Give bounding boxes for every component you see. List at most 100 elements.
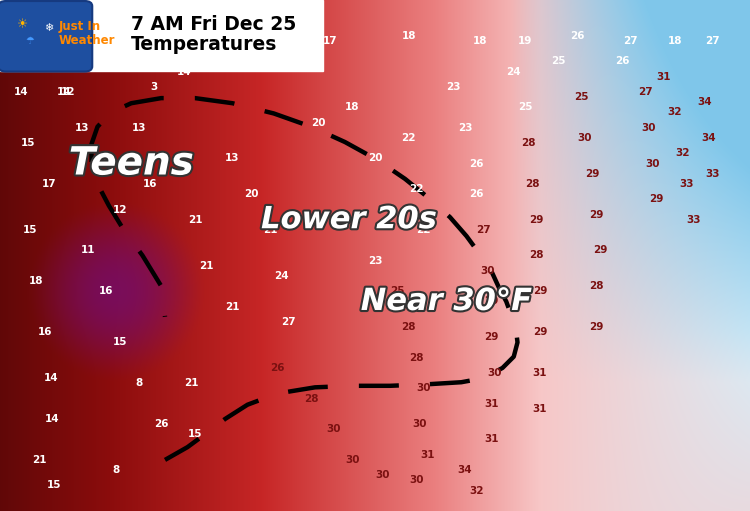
Text: 21: 21 bbox=[262, 225, 278, 235]
Text: 15: 15 bbox=[46, 480, 62, 491]
Text: 30: 30 bbox=[488, 368, 502, 378]
Text: 18: 18 bbox=[668, 36, 682, 46]
Text: 27: 27 bbox=[705, 36, 720, 46]
Text: 22: 22 bbox=[409, 184, 424, 194]
Text: 30: 30 bbox=[641, 123, 656, 133]
Text: 28: 28 bbox=[525, 179, 540, 189]
Text: 29: 29 bbox=[529, 215, 544, 225]
Text: 30: 30 bbox=[345, 455, 360, 465]
Text: 31: 31 bbox=[532, 404, 548, 414]
Text: 20: 20 bbox=[368, 153, 382, 164]
Text: 31: 31 bbox=[656, 72, 671, 82]
Text: 29: 29 bbox=[532, 286, 548, 296]
Text: 23: 23 bbox=[458, 123, 472, 133]
Text: 12: 12 bbox=[61, 87, 76, 97]
Text: 28: 28 bbox=[401, 322, 416, 332]
Text: 18: 18 bbox=[472, 36, 488, 46]
Text: 16: 16 bbox=[38, 327, 52, 337]
Text: ☂: ☂ bbox=[26, 36, 34, 46]
Text: 28: 28 bbox=[521, 138, 536, 148]
Text: 27: 27 bbox=[281, 317, 296, 327]
FancyBboxPatch shape bbox=[0, 0, 322, 71]
Text: 14: 14 bbox=[44, 373, 58, 383]
Text: 8: 8 bbox=[112, 465, 120, 475]
Text: ☀: ☀ bbox=[16, 18, 28, 31]
Text: Just In: Just In bbox=[58, 20, 100, 33]
Text: 14: 14 bbox=[176, 66, 191, 77]
Text: 34: 34 bbox=[701, 133, 716, 143]
Text: 7 AM Fri Dec 25: 7 AM Fri Dec 25 bbox=[131, 15, 296, 34]
Text: 24: 24 bbox=[506, 66, 521, 77]
Text: 34: 34 bbox=[698, 97, 712, 107]
Text: 21: 21 bbox=[184, 378, 199, 388]
Text: 31: 31 bbox=[484, 434, 499, 445]
Text: 25: 25 bbox=[390, 286, 405, 296]
Text: 21: 21 bbox=[225, 301, 240, 312]
Text: Lower 20s: Lower 20s bbox=[261, 205, 436, 234]
Text: 17: 17 bbox=[82, 56, 98, 66]
Text: 30: 30 bbox=[409, 475, 424, 485]
Text: 26: 26 bbox=[615, 56, 630, 66]
Text: 18: 18 bbox=[345, 102, 360, 112]
Text: 28: 28 bbox=[409, 353, 424, 363]
Text: 25: 25 bbox=[574, 92, 589, 102]
Text: Temperatures: Temperatures bbox=[131, 35, 278, 54]
Text: 23: 23 bbox=[368, 256, 382, 266]
Text: 21: 21 bbox=[188, 215, 202, 225]
Text: 26: 26 bbox=[570, 31, 585, 41]
Text: 17: 17 bbox=[248, 41, 262, 51]
Text: Teens: Teens bbox=[69, 145, 194, 182]
Text: 29: 29 bbox=[484, 332, 499, 342]
Text: 16: 16 bbox=[142, 179, 158, 189]
Text: 16: 16 bbox=[99, 286, 114, 296]
Text: 32: 32 bbox=[469, 485, 484, 496]
Text: 27: 27 bbox=[622, 36, 638, 46]
Text: 17: 17 bbox=[41, 179, 56, 189]
Text: 18: 18 bbox=[28, 276, 44, 286]
Text: 20: 20 bbox=[311, 118, 326, 128]
Text: 8: 8 bbox=[135, 378, 142, 388]
Text: 15: 15 bbox=[112, 337, 128, 347]
Text: 14: 14 bbox=[13, 87, 28, 97]
Text: 30: 30 bbox=[326, 424, 341, 434]
Text: 30: 30 bbox=[375, 470, 390, 480]
Text: 26: 26 bbox=[469, 158, 484, 169]
Text: 31: 31 bbox=[484, 399, 499, 409]
Text: 33: 33 bbox=[679, 179, 694, 189]
Text: 21: 21 bbox=[32, 455, 46, 465]
Text: 29: 29 bbox=[585, 169, 600, 179]
Text: 12: 12 bbox=[112, 204, 128, 215]
Text: 25: 25 bbox=[518, 102, 532, 112]
FancyBboxPatch shape bbox=[0, 1, 92, 72]
Text: 32: 32 bbox=[675, 148, 690, 158]
Text: 29: 29 bbox=[589, 210, 604, 220]
Text: 15: 15 bbox=[22, 225, 38, 235]
Text: 26: 26 bbox=[154, 419, 169, 429]
Text: 31: 31 bbox=[532, 368, 548, 378]
Text: 29: 29 bbox=[592, 245, 608, 256]
Text: 18: 18 bbox=[401, 31, 416, 41]
Text: 29: 29 bbox=[589, 322, 604, 332]
Text: Near 30°F: Near 30°F bbox=[361, 287, 532, 316]
Text: 30: 30 bbox=[578, 133, 592, 143]
Text: 33: 33 bbox=[686, 215, 701, 225]
Text: 13: 13 bbox=[75, 123, 90, 133]
Text: 13: 13 bbox=[131, 123, 146, 133]
Text: 25: 25 bbox=[551, 56, 566, 66]
Text: ❄: ❄ bbox=[44, 23, 53, 33]
Text: 28: 28 bbox=[529, 250, 544, 261]
Text: 28: 28 bbox=[304, 393, 319, 404]
Text: 19: 19 bbox=[518, 36, 532, 46]
Text: 26: 26 bbox=[469, 189, 484, 199]
Text: Weather: Weather bbox=[58, 34, 115, 48]
Text: 14: 14 bbox=[56, 87, 71, 97]
Text: 15: 15 bbox=[21, 138, 36, 148]
Text: 27: 27 bbox=[638, 87, 652, 97]
Text: 34: 34 bbox=[458, 465, 472, 475]
Text: 15: 15 bbox=[188, 429, 202, 439]
Text: 11: 11 bbox=[81, 245, 96, 256]
Text: 30: 30 bbox=[416, 383, 431, 393]
Text: 22: 22 bbox=[401, 133, 416, 143]
Text: 14: 14 bbox=[45, 414, 60, 424]
Text: 20: 20 bbox=[244, 189, 259, 199]
